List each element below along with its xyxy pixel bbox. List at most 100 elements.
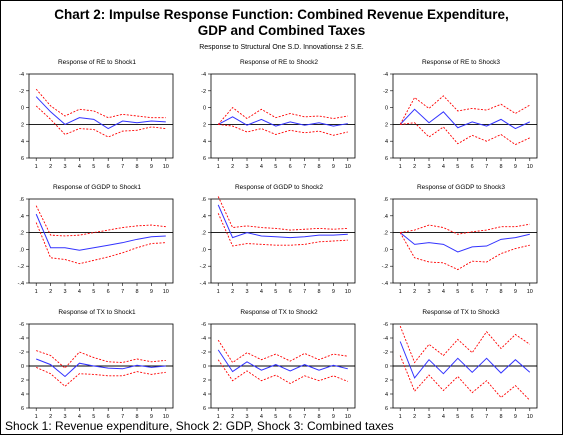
y-tick-label: 6 [385, 406, 388, 412]
figure-subtitle: Response to Structural One S.D. Innovati… [199, 44, 364, 51]
upper-band-line [217, 339, 348, 364]
x-tick-label: 4 [78, 289, 81, 295]
y-tick-label: -4 [383, 336, 388, 342]
response-line [217, 116, 348, 127]
plot-area: 6 4 2 0 -2 -4 1 2 3 4 5 6 7 8 9 10 [383, 72, 538, 170]
x-tick-label: 7 [121, 164, 124, 170]
x-tick-label: 5 [274, 414, 277, 420]
panel-ggdp-shock3: Response of GGDP to Shock3 -.4 -.2 .0 .2 .4.… [373, 184, 549, 312]
y-tick-label: -.2 [200, 264, 206, 270]
y-tick-label: .2 [201, 231, 206, 237]
x-tick-label: 2 [413, 289, 416, 295]
y-tick-label: -.4 [200, 281, 206, 287]
y-tick-label: -4 [201, 72, 206, 78]
x-tick-label: 3 [63, 414, 66, 420]
x-tick-label: 4 [442, 414, 445, 420]
plot-area: 6 4 2 0 -2 -4 -6 1 2 3 4 5 6 7 8 9 10 [201, 322, 356, 420]
plot-area: -.4 -.2 .0 .2 .4 .6 1 2 3 4 5 6 7 8 9 10 [382, 197, 538, 295]
x-tick-label: 8 [317, 289, 320, 295]
x-tick-label: 10 [527, 289, 533, 295]
upper-band-line [35, 88, 166, 119]
panel-title: Response of RE to Shock1 [57, 59, 137, 66]
response-line [399, 341, 531, 379]
plot-frame [392, 73, 538, 159]
x-tick-label: 10 [527, 164, 533, 170]
x-tick-label: 5 [456, 414, 459, 420]
y-tick-label: 6 [21, 156, 24, 162]
y-tick-label: .2 [19, 231, 24, 237]
plot-area: -.4 -.2 .0 .2 .4 .6 1 2 3 4 5 6 7 8 9 10 [200, 196, 356, 295]
lower-band-line [399, 232, 530, 271]
x-tick-label: 3 [427, 164, 430, 170]
x-tick-label: 7 [121, 414, 124, 420]
footnote: Shock 1: Revenue expenditure, Shock 2: G… [5, 419, 394, 433]
x-tick-label: 6 [471, 289, 474, 295]
x-tick-label: 1 [217, 289, 220, 295]
x-tick-label: 9 [332, 289, 335, 295]
x-tick-label: 4 [442, 164, 445, 170]
x-tick-label: 3 [245, 289, 248, 295]
x-tick-label: 7 [485, 289, 488, 295]
y-tick-label: -4 [201, 336, 206, 342]
x-tick-label: 6 [289, 414, 292, 420]
x-tick-label: 4 [260, 289, 263, 295]
x-tick-label: 9 [150, 289, 153, 295]
y-tick-label: 6 [385, 156, 388, 162]
y-tick-label: 4 [385, 392, 388, 398]
plot-frame [210, 198, 356, 284]
response-line [217, 349, 348, 373]
response-line [217, 204, 348, 239]
y-tick-label: 4 [385, 139, 388, 145]
figure-title-line1: Chart 2: Impulse Response Function: Comb… [54, 7, 509, 22]
y-tick-label: 0 [21, 364, 24, 370]
x-tick-label: 6 [107, 414, 110, 420]
y-tick-label: .6 [201, 197, 206, 203]
x-tick-label: 5 [92, 289, 95, 295]
y-tick-label: .0 [383, 247, 388, 253]
x-tick-label: 8 [135, 289, 138, 295]
x-tick-label: 7 [303, 414, 306, 420]
x-tick-label: 9 [332, 414, 335, 420]
panel-re-shock3: Response of RE to Shock3 6 4 2 0 -2 -4 1 2 3 4 5 6 7… [373, 59, 549, 187]
y-tick-label: 2 [21, 122, 24, 128]
panel-re-shock1: Response of RE to Shock1 6 4 2 0 -2 -4 1 2 3 4 5 6 7… [9, 59, 185, 187]
x-tick-label: 6 [107, 164, 110, 170]
y-tick-label: .6 [19, 197, 24, 203]
upper-band-line [400, 223, 530, 235]
x-tick-label: 7 [303, 289, 306, 295]
x-tick-label: 2 [413, 164, 416, 170]
x-tick-label: 3 [427, 289, 430, 295]
x-tick-label: 2 [231, 289, 234, 295]
x-tick-label: 1 [35, 164, 38, 170]
lower-band-line [217, 359, 348, 385]
panel-title: Response of GGDP to Shock1 [52, 184, 142, 191]
y-tick-label: .4 [201, 214, 206, 220]
lower-band-line [217, 213, 348, 247]
lower-band-line [36, 366, 166, 387]
y-tick-label: 4 [203, 139, 206, 145]
y-tick-label: -2 [19, 89, 24, 95]
y-tick-label: -.2 [18, 264, 24, 270]
plot-frame [28, 198, 174, 284]
x-tick-label: 2 [231, 164, 234, 170]
x-tick-label: 2 [231, 414, 234, 420]
x-tick-label: 4 [260, 414, 263, 420]
response-line [399, 108, 531, 130]
x-tick-label: 5 [92, 414, 95, 420]
x-tick-label: 3 [245, 164, 248, 170]
panel-tx-shock3: Response of TX to Shock3 6 4 2 0 -2 -4 -6 1 2 3 4 5… [373, 309, 549, 434]
y-tick-label: .2 [383, 231, 388, 237]
response-line [35, 213, 166, 251]
upper-band-line [399, 95, 531, 125]
x-tick-label: 9 [514, 164, 517, 170]
y-tick-label: -.4 [382, 281, 388, 287]
x-tick-label: 1 [399, 289, 402, 295]
x-tick-label: 3 [427, 414, 430, 420]
x-tick-label: 1 [217, 164, 220, 170]
x-tick-label: 3 [63, 289, 66, 295]
y-tick-label: -6 [19, 322, 24, 328]
y-tick-label: 2 [21, 378, 24, 384]
x-tick-label: 8 [499, 289, 502, 295]
lower-band-line [399, 355, 531, 401]
